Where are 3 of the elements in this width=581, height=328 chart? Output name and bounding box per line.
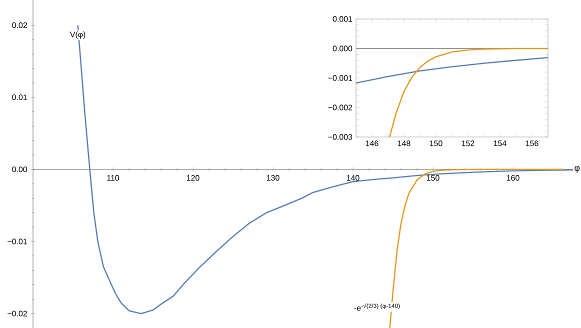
line-series — [388, 48, 548, 137]
x-axis-title: φ — [574, 166, 580, 173]
line-series — [356, 56, 548, 84]
